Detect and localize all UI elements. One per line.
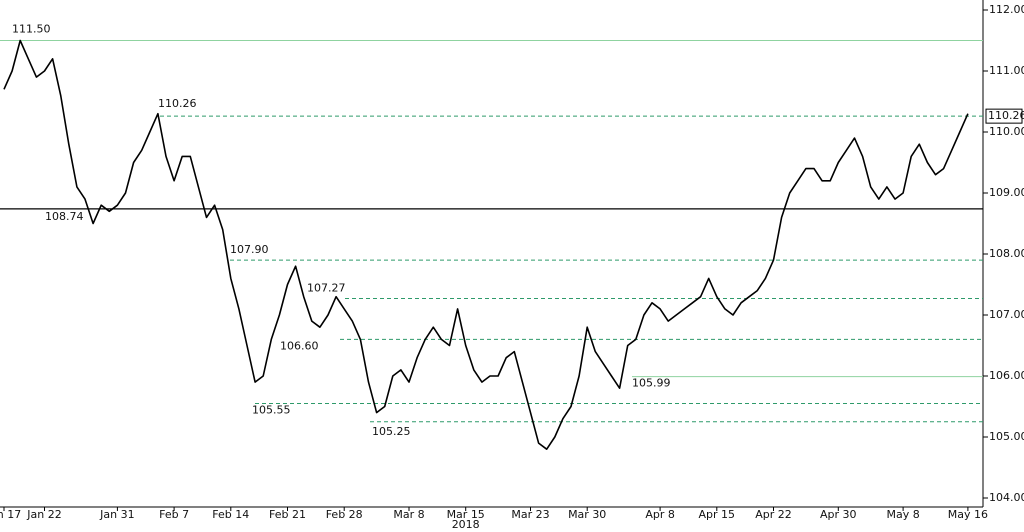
y-tick-label: 108.00 [989,247,1024,260]
x-tick-label: Apr 30 [820,508,857,521]
x-axis-label: 2018 [452,518,480,528]
y-tick-label: 112.00 [989,3,1024,16]
y-tick-label: 104.00 [989,491,1024,504]
level-label: 111.50 [12,23,51,36]
level-label: 107.90 [230,243,269,256]
x-tick-label: May 8 [886,508,919,521]
x-tick-label: Mar 15 [447,508,485,521]
y-tick-label: 105.00 [989,430,1024,443]
x-tick-label: Feb 7 [159,508,189,521]
x-tick-label: Jan 17 [0,508,21,521]
x-tick-label: May 16 [948,508,988,521]
level-label: 110.26 [158,97,197,110]
y-tick-label: 106.00 [989,369,1024,382]
x-tick-label: Feb 21 [269,508,306,521]
level-label: 108.74 [45,210,84,223]
x-tick-label: Feb 28 [326,508,363,521]
x-tick-label: Mar 23 [511,508,549,521]
x-tick-label: Apr 15 [699,508,736,521]
level-label: 105.55 [252,403,291,416]
y-tick-label: 110.00 [989,125,1024,138]
y-tick-label: 109.00 [989,186,1024,199]
last-price-box [985,108,1023,124]
x-tick-label: Feb 14 [212,508,249,521]
price-line [3,39,969,450]
level-label: 105.99 [632,377,671,390]
x-tick-label: Mar 8 [393,508,424,521]
level-label: 105.25 [372,425,411,438]
level-label: 107.27 [307,282,346,295]
x-tick-label: Jan 22 [26,508,61,521]
y-tick-label: 111.00 [989,64,1024,77]
y-tick-label: 107.00 [989,308,1024,321]
x-tick-label: Jan 31 [99,508,134,521]
last-price-label: 110.26 [988,109,1024,122]
x-tick-label: Apr 22 [755,508,792,521]
x-tick-label: Apr 8 [645,508,675,521]
x-tick-label: Mar 30 [568,508,606,521]
level-label: 106.60 [280,339,319,352]
